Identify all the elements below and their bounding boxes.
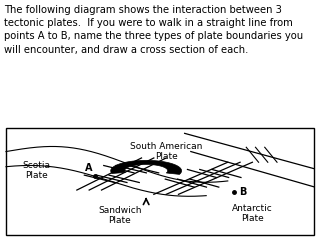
Text: South American
Plate: South American Plate — [130, 142, 202, 161]
Text: B: B — [239, 187, 247, 197]
Bar — [6, 128, 314, 235]
Text: The following diagram shows the interaction between 3
tectonic plates.  If you w: The following diagram shows the interact… — [4, 5, 303, 55]
Polygon shape — [111, 160, 181, 174]
Text: Scotia
Plate: Scotia Plate — [23, 161, 51, 180]
Text: A: A — [85, 162, 93, 173]
Text: Antarctic
Plate: Antarctic Plate — [232, 204, 273, 223]
Text: Sandwich
Plate: Sandwich Plate — [98, 206, 142, 225]
